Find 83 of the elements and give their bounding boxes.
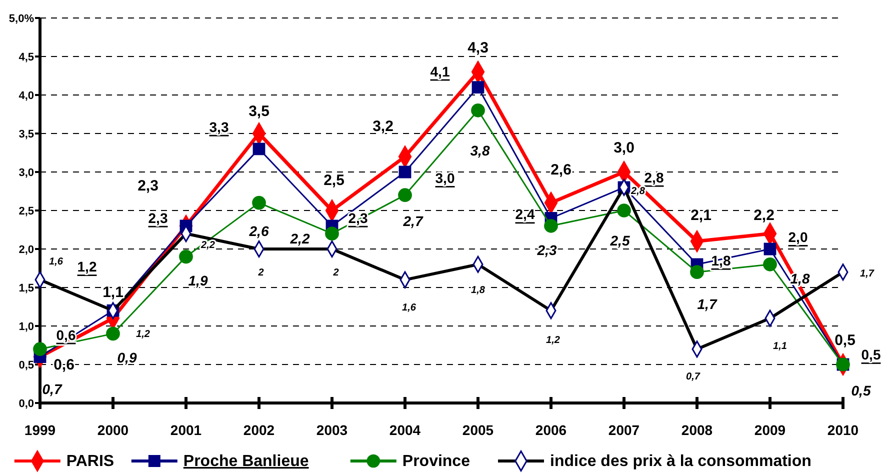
point	[106, 326, 120, 341]
data-label: 1,7	[697, 296, 718, 312]
point	[690, 265, 704, 280]
data-label: 0,9	[117, 350, 137, 366]
y-tick-label: 3,5	[18, 128, 34, 140]
data-label: 2,8	[644, 169, 664, 186]
y-tick-label: 1,0	[18, 320, 34, 333]
y-tick-label: 1,5	[18, 282, 34, 294]
x-tick-label: 2010	[827, 422, 859, 438]
point	[763, 257, 777, 272]
legend-label: PARIS	[66, 453, 114, 470]
legend-label: Proche Banlieue	[183, 453, 309, 470]
point	[544, 218, 558, 233]
data-label: 2,5	[324, 172, 344, 189]
point	[764, 242, 776, 256]
legend-label: Province	[402, 453, 470, 470]
x-tick-label: 2002	[243, 422, 275, 438]
point	[472, 81, 484, 94]
data-label: 1,7	[860, 268, 874, 280]
data-label: 4,1	[430, 63, 450, 80]
data-label: 0,5	[861, 346, 881, 362]
data-label: 2,3	[536, 242, 557, 258]
y-tick-label: 5,0%	[8, 12, 34, 25]
point	[33, 342, 47, 356]
x-tick-label: 2009	[754, 422, 786, 438]
data-label: 3,2	[372, 118, 394, 136]
point	[179, 250, 193, 264]
x-tick-label: 2000	[97, 422, 129, 438]
data-label: 2,2	[200, 240, 216, 252]
data-label: 1,1	[773, 340, 788, 352]
data-label: 3,0	[614, 140, 634, 156]
data-label: 3,3	[209, 118, 229, 135]
x-tick-label: 2006	[535, 422, 567, 438]
y-tick-label: 0,0	[18, 398, 34, 410]
y-tick-label: 2,0	[18, 244, 34, 256]
x-tick-label: 2003	[316, 422, 348, 438]
data-label: 3,5	[248, 103, 270, 120]
x-tick-label: 2004	[389, 422, 421, 438]
point	[398, 188, 412, 202]
data-label: 2,1	[690, 206, 712, 224]
data-label: 2,3	[138, 177, 158, 194]
data-label: 2,0	[788, 229, 808, 245]
data-label: 1,6	[402, 302, 416, 314]
y-tick-label: 2,5	[18, 205, 34, 218]
y-tick-label: 3,0	[18, 166, 34, 179]
data-label: 2,3	[148, 210, 168, 226]
data-label: 0,6	[54, 356, 74, 374]
legend-label: indice des prix à la consommation	[550, 453, 812, 470]
data-label: 1,2	[77, 258, 97, 275]
point	[252, 196, 266, 210]
x-tick-label: 2007	[608, 422, 640, 438]
point	[325, 226, 339, 241]
data-label: 2,2	[289, 230, 310, 247]
data-label: 1,9	[188, 272, 208, 289]
x-tick-label: 2001	[170, 422, 202, 438]
data-label: 2,4	[515, 206, 535, 222]
data-label: 0,7	[686, 372, 700, 383]
point	[471, 103, 485, 118]
data-label: 3,0	[435, 170, 455, 186]
x-tick-label: 2005	[462, 422, 494, 438]
y-tick-label: 0,5	[18, 359, 34, 372]
point	[398, 166, 412, 178]
y-tick-label: 4,0	[18, 90, 34, 102]
data-label: 0,5	[834, 332, 856, 349]
data-label: 2,6	[248, 222, 269, 239]
data-label: 1,2	[136, 329, 150, 340]
x-tick-label: 1999	[24, 422, 56, 438]
data-label: 0,6	[56, 326, 76, 343]
data-label: 1,2	[546, 335, 560, 346]
data-label: 2,5	[609, 232, 630, 248]
data-label: 2	[257, 268, 264, 278]
data-label: 4,3	[468, 39, 488, 56]
point	[617, 204, 631, 218]
data-label: 1,6	[49, 256, 64, 268]
data-label: 2,7	[402, 213, 424, 230]
data-label: 0,7	[42, 381, 63, 398]
x-tick-label: 2008	[681, 422, 713, 438]
data-label: 0,5	[851, 382, 871, 398]
y-tick-label: 4,5	[18, 51, 34, 64]
data-label: 2,6	[550, 161, 572, 178]
data-label: 3,8	[470, 142, 490, 158]
point	[252, 142, 266, 156]
data-label: 2	[332, 268, 340, 278]
